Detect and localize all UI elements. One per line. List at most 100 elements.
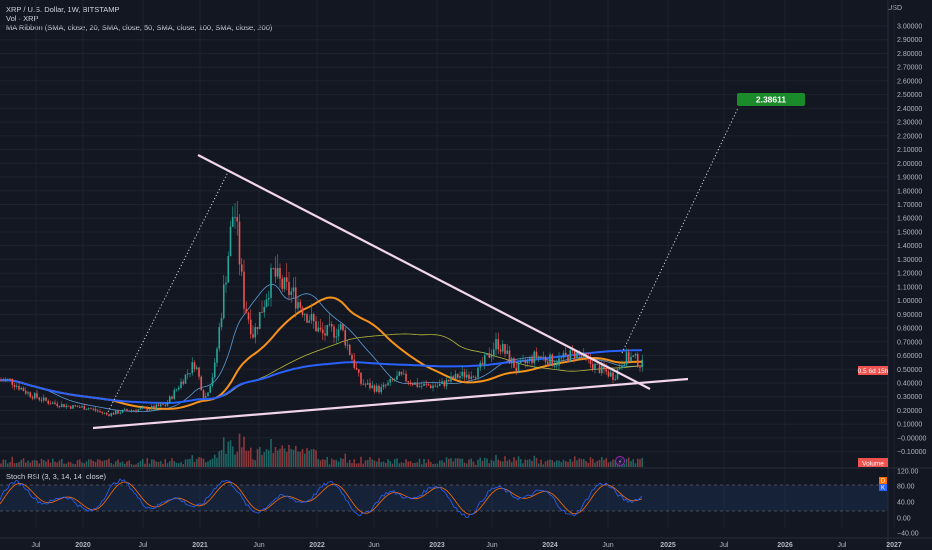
price-tick-label: 0.40000 [897, 380, 922, 387]
candle [344, 330, 347, 346]
volume-bar [443, 462, 446, 467]
time-tick-label: 2020 [75, 542, 91, 549]
candle [488, 353, 491, 358]
candle [272, 268, 275, 269]
candle [310, 314, 313, 321]
candle [382, 384, 385, 388]
event-icon [615, 456, 625, 466]
candle [389, 379, 392, 383]
candle [146, 407, 149, 411]
volume-bar [596, 460, 599, 467]
candle [362, 383, 365, 385]
rsi-k-badge [879, 484, 887, 491]
price-tick-label: 2.60000 [897, 78, 922, 85]
candle [297, 302, 299, 309]
volume-bar [76, 460, 79, 467]
candle [202, 390, 205, 398]
rsi-d-label: D [881, 479, 886, 485]
volume-bar [90, 459, 92, 467]
volume-bar [285, 451, 288, 467]
candle [9, 378, 11, 380]
candle [81, 406, 83, 408]
volume-bar [571, 461, 574, 467]
volume-bar [506, 460, 509, 467]
candle [378, 385, 380, 393]
volume-bar [317, 458, 320, 467]
price-tick-label: 2.80000 [897, 51, 922, 58]
volume-bar [150, 459, 153, 467]
candle [54, 402, 56, 404]
candle [130, 410, 133, 412]
volume-bar [114, 461, 117, 467]
candle [90, 408, 92, 410]
candle [27, 392, 29, 394]
candle [303, 314, 306, 316]
volume-bar [270, 439, 272, 467]
candle [533, 351, 536, 364]
volume-bar [310, 449, 313, 467]
price-tick-label: 1.30000 [897, 257, 922, 264]
volume-bar [157, 462, 160, 467]
volume-bar [391, 463, 394, 467]
candle [135, 410, 137, 412]
stoch-rsi-legend: Stoch RSI (3, 3, 14, 14, close) [6, 472, 107, 481]
volume-bar [254, 460, 257, 467]
volume-bar [56, 462, 59, 467]
time-tick-label: 2025 [660, 542, 676, 549]
target-label: 2.38611 [756, 95, 787, 105]
volume-bar [51, 458, 54, 467]
candle [292, 287, 295, 292]
candle [456, 373, 459, 378]
candle [173, 390, 176, 399]
candle [330, 324, 333, 327]
volume-bar [209, 459, 212, 467]
time-tick-label: 2027 [886, 542, 902, 549]
candle [58, 406, 61, 408]
candle [267, 297, 270, 300]
candle [591, 364, 594, 370]
price-tick-label: −0.10000 [897, 449, 926, 456]
candle [436, 385, 439, 387]
volume-bar [524, 459, 527, 467]
volume-bar [459, 458, 461, 467]
candle [78, 407, 81, 408]
candle [598, 364, 601, 374]
volume-bar [306, 448, 308, 467]
price-tick-label: 2.50000 [897, 92, 922, 99]
volume-bar [297, 451, 299, 467]
candle [288, 281, 290, 295]
candle [252, 334, 254, 338]
projection-line-2021 [107, 171, 229, 413]
candle [468, 374, 470, 379]
volume-bar [362, 463, 365, 467]
volume-bar [429, 462, 432, 467]
rsi-tick-label: 0.00 [897, 516, 911, 523]
candle [636, 353, 639, 368]
candle [555, 365, 558, 367]
time-tick-label: 2024 [542, 542, 558, 549]
candle [409, 382, 412, 384]
candle [20, 387, 23, 390]
candle [461, 371, 464, 376]
volume-bar [634, 463, 637, 467]
candle [6, 378, 9, 380]
volume-bar [67, 461, 70, 467]
volume-bar [605, 458, 608, 467]
candle [632, 355, 635, 357]
projection-line-target [621, 107, 739, 354]
candle [540, 356, 542, 358]
descending-trendline [197, 154, 651, 390]
volume-bar [387, 459, 389, 467]
candle [528, 357, 531, 361]
volume-bar [497, 459, 500, 467]
candle [216, 348, 218, 363]
volume-bar [609, 461, 612, 467]
volume-bar [472, 461, 475, 467]
volume-bar [153, 459, 155, 467]
price-tick-label: 1.20000 [897, 271, 922, 278]
volume-bar [461, 458, 464, 467]
candle [76, 406, 79, 408]
candle [11, 378, 14, 385]
volume-bar [139, 460, 142, 467]
